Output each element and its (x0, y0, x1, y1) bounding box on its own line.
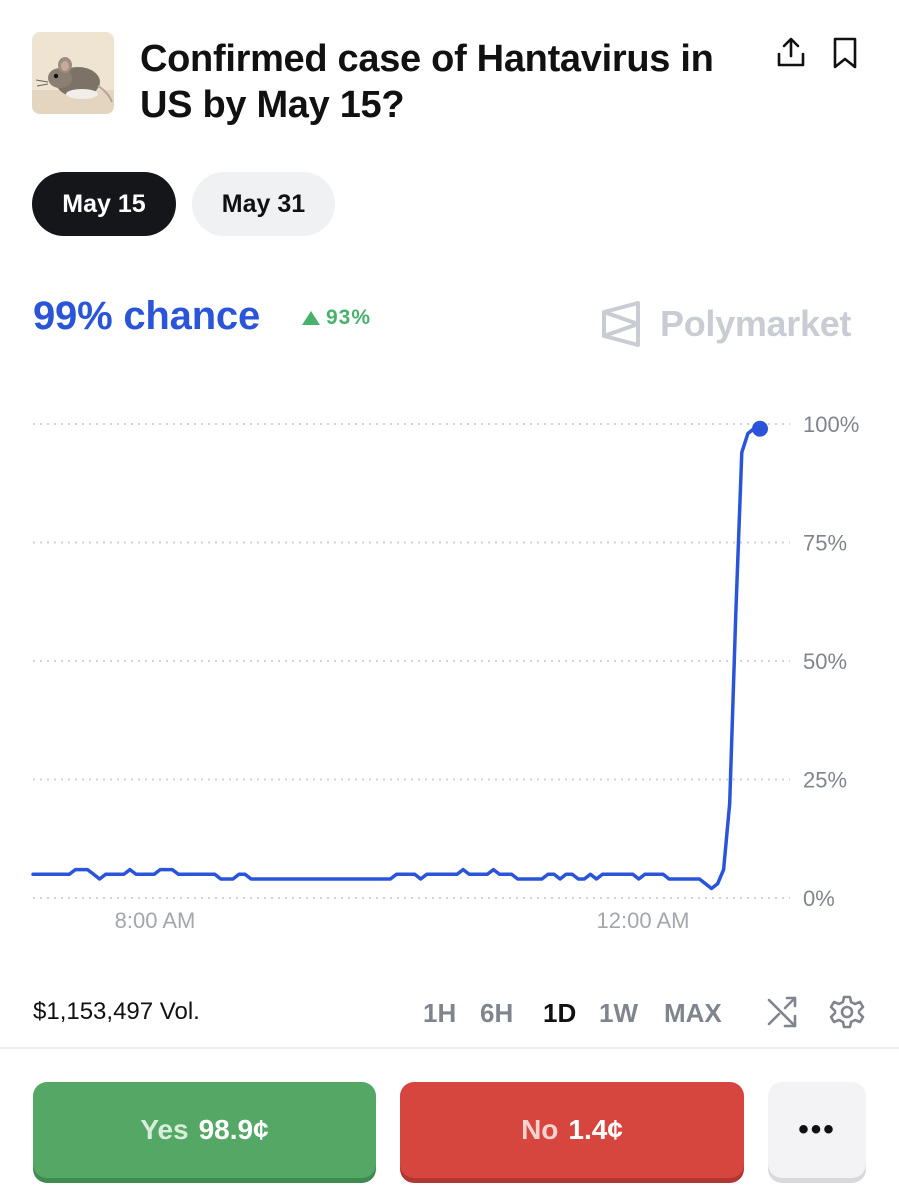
buy-yes-button[interactable]: Yes 98.9¢ (33, 1082, 376, 1178)
change-indicator: 93% (302, 306, 371, 330)
y-tick-label: 75% (803, 531, 847, 556)
no-price: 1.4¢ (568, 1114, 623, 1145)
last-point-marker (752, 420, 768, 437)
buy-no-button[interactable]: No 1.4¢ (400, 1082, 744, 1178)
brand-name: Polymarket (660, 303, 852, 344)
yes-price: 98.9¢ (198, 1114, 269, 1145)
chance-value: 99% chance (33, 294, 261, 338)
up-triangle-icon (302, 311, 320, 325)
polymarket-logo-icon (602, 301, 640, 347)
y-tick-label: 50% (803, 649, 847, 674)
x-tick-label: 12:00 AM (597, 908, 690, 933)
gear-icon[interactable] (829, 994, 865, 1030)
volume-label: $1,153,497 Vol. (33, 998, 200, 1025)
share-icon[interactable] (774, 36, 808, 70)
market-thumbnail (32, 32, 114, 114)
range-tab-1d[interactable]: 1D (543, 998, 577, 1028)
market-title: Confirmed case of Hantavirus in US by Ma… (140, 38, 714, 126)
no-label: No (521, 1114, 559, 1145)
bookmark-icon[interactable] (828, 36, 862, 70)
polymarket-logo: Polymarket (600, 300, 851, 348)
range-tab-6h[interactable]: 6H (480, 998, 514, 1028)
shuffle-icon[interactable] (765, 994, 801, 1030)
series-line (31, 426, 762, 891)
divider (0, 1047, 899, 1049)
price-chart[interactable]: 100% 75% 50% 25% 0% 8:00 AM 12:00 AM (0, 380, 899, 950)
range-tab-max[interactable]: MAX (664, 998, 722, 1028)
x-tick-label: 8:00 AM (115, 908, 196, 933)
date-tab-may-31[interactable]: May 31 (192, 172, 335, 236)
more-options-button[interactable]: ••• (768, 1082, 866, 1178)
yes-label: Yes (140, 1114, 189, 1145)
change-value: 93% (326, 306, 372, 329)
y-tick-label: 0% (803, 886, 835, 911)
range-tab-1h[interactable]: 1H (423, 998, 457, 1028)
date-tab-may-15[interactable]: May 15 (32, 172, 176, 236)
range-tab-1w[interactable]: 1W (599, 998, 638, 1028)
y-tick-label: 25% (803, 768, 847, 793)
y-tick-label: 100% (803, 412, 859, 437)
mouse-photo-icon (32, 32, 114, 114)
